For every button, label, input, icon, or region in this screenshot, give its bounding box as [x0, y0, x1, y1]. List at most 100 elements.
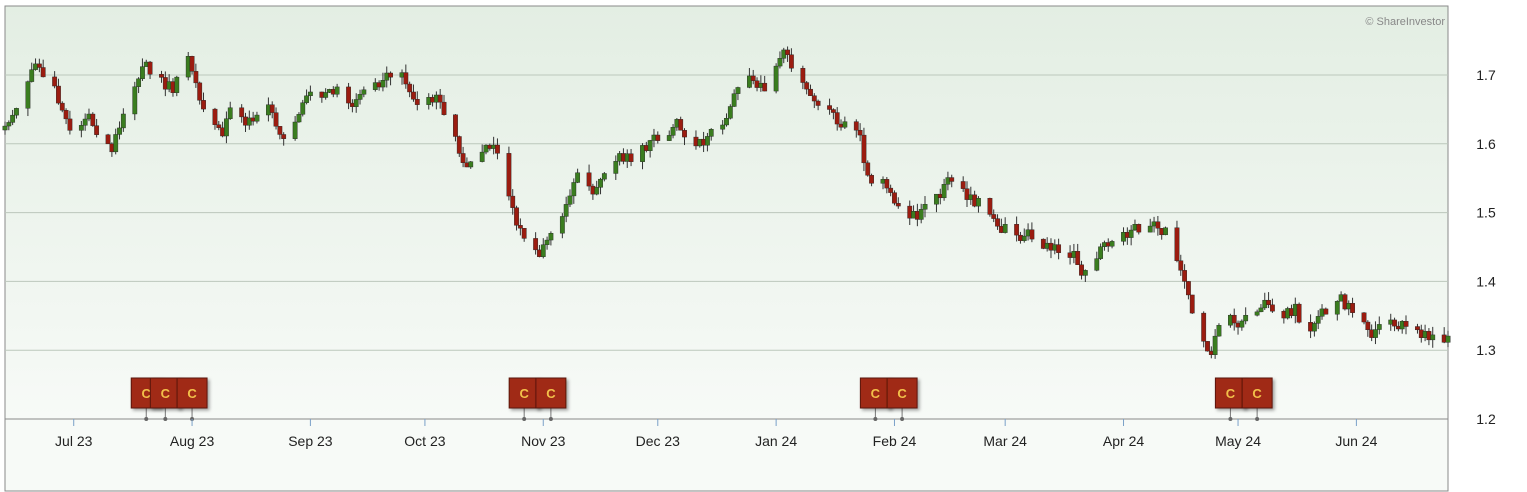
y-axis: 1.2 1.3 1.4 1.5 1.6 1.7: [1476, 67, 1496, 427]
event-marker-flag: [859, 377, 891, 409]
candle-body: [869, 175, 874, 184]
x-tick-label: Oct 23: [404, 433, 445, 449]
candle-body: [533, 238, 539, 251]
x-tick-label: Mar 24: [983, 433, 1027, 449]
candle-body: [227, 107, 233, 119]
candle-body: [750, 75, 756, 81]
candle-body: [292, 121, 298, 139]
candle-body: [159, 74, 164, 78]
candle-body: [991, 214, 997, 219]
candle-body: [174, 76, 180, 93]
candle-body: [666, 135, 672, 141]
candle-body: [777, 58, 783, 67]
candle-body: [277, 126, 283, 135]
candle-body: [1430, 334, 1436, 341]
candle-body: [453, 114, 458, 137]
candle-body: [1056, 244, 1062, 253]
candle-body: [815, 100, 821, 106]
candle-body: [1269, 304, 1275, 312]
candle-body: [510, 195, 516, 208]
candle-body: [800, 68, 806, 83]
candle-body: [678, 119, 684, 131]
marker-anchor: [144, 417, 149, 421]
candle-body: [720, 124, 726, 130]
candles: [2, 46, 1451, 359]
candle-body: [441, 101, 447, 115]
candle-body: [388, 72, 393, 78]
marker-anchor: [1228, 417, 1233, 421]
candle-body: [52, 76, 58, 87]
candle-body: [120, 113, 126, 129]
candle-body: [361, 89, 367, 95]
candle-body: [517, 225, 523, 229]
candle-body: [1014, 224, 1020, 236]
candle-body: [995, 218, 1000, 227]
candle-body: [1334, 301, 1340, 315]
candle-body: [1311, 323, 1317, 332]
candle-body: [987, 198, 993, 215]
candle-body: [1029, 229, 1035, 240]
candle-body: [67, 118, 73, 131]
x-tick-label: Sep 23: [288, 433, 333, 449]
candle-body: [1079, 264, 1084, 276]
candle-body: [830, 109, 836, 113]
candle-body: [747, 75, 752, 88]
candle-body: [29, 69, 35, 82]
candle-body: [1163, 227, 1168, 236]
candle-body: [575, 172, 581, 183]
event-marker-label: C: [897, 386, 907, 401]
event-marker-label: C: [161, 386, 171, 401]
candle-body: [63, 110, 69, 120]
candle-body: [323, 92, 329, 98]
candle-body: [1323, 308, 1329, 315]
candle-body: [357, 94, 363, 100]
candle-body: [201, 100, 206, 110]
candle-body: [147, 61, 153, 75]
y-tick-label: 1.7: [1476, 67, 1496, 83]
x-tick-label: Jan 24: [755, 433, 797, 449]
candle-body: [1231, 314, 1237, 324]
candle-body: [239, 107, 245, 118]
candle-body: [6, 122, 12, 127]
candle-body: [808, 88, 813, 96]
candle-body: [1365, 321, 1371, 331]
candle-body: [785, 49, 790, 55]
candle-body: [113, 134, 119, 153]
candle-body: [827, 105, 832, 110]
marker-anchor: [1255, 417, 1260, 421]
candle-body: [735, 87, 741, 94]
candle-body: [40, 67, 46, 78]
candle-body: [949, 177, 955, 182]
event-marker-label: C: [871, 386, 881, 401]
candle-body: [892, 192, 897, 204]
candle-body: [212, 108, 218, 125]
candle-body: [36, 63, 42, 68]
candle-body: [727, 106, 733, 119]
candle-body: [82, 118, 88, 126]
x-tick-label: Dec 23: [636, 433, 681, 449]
candle-body: [613, 161, 619, 174]
candle-body: [773, 65, 779, 92]
candle-body: [567, 195, 573, 205]
x-tick-label: May 24: [1215, 433, 1261, 449]
candle-body: [193, 71, 199, 84]
candle-body: [1212, 335, 1218, 355]
candle-body: [254, 114, 260, 122]
candle-body: [25, 81, 31, 109]
candle-body: [1373, 329, 1378, 338]
x-tick-label: Feb 24: [873, 433, 917, 449]
candle-body: [353, 99, 359, 107]
candle-body: [136, 78, 142, 87]
candle-body: [865, 162, 871, 176]
candle-body: [811, 95, 817, 102]
candle-body: [1186, 281, 1191, 296]
candle-body: [834, 112, 840, 125]
candle-body: [594, 187, 600, 195]
candle-body: [640, 145, 645, 162]
candle-body: [922, 204, 928, 210]
marker-anchor: [900, 417, 905, 421]
x-tick-label: Nov 23: [521, 433, 566, 449]
candle-body: [762, 82, 768, 92]
candle-body: [300, 102, 306, 115]
